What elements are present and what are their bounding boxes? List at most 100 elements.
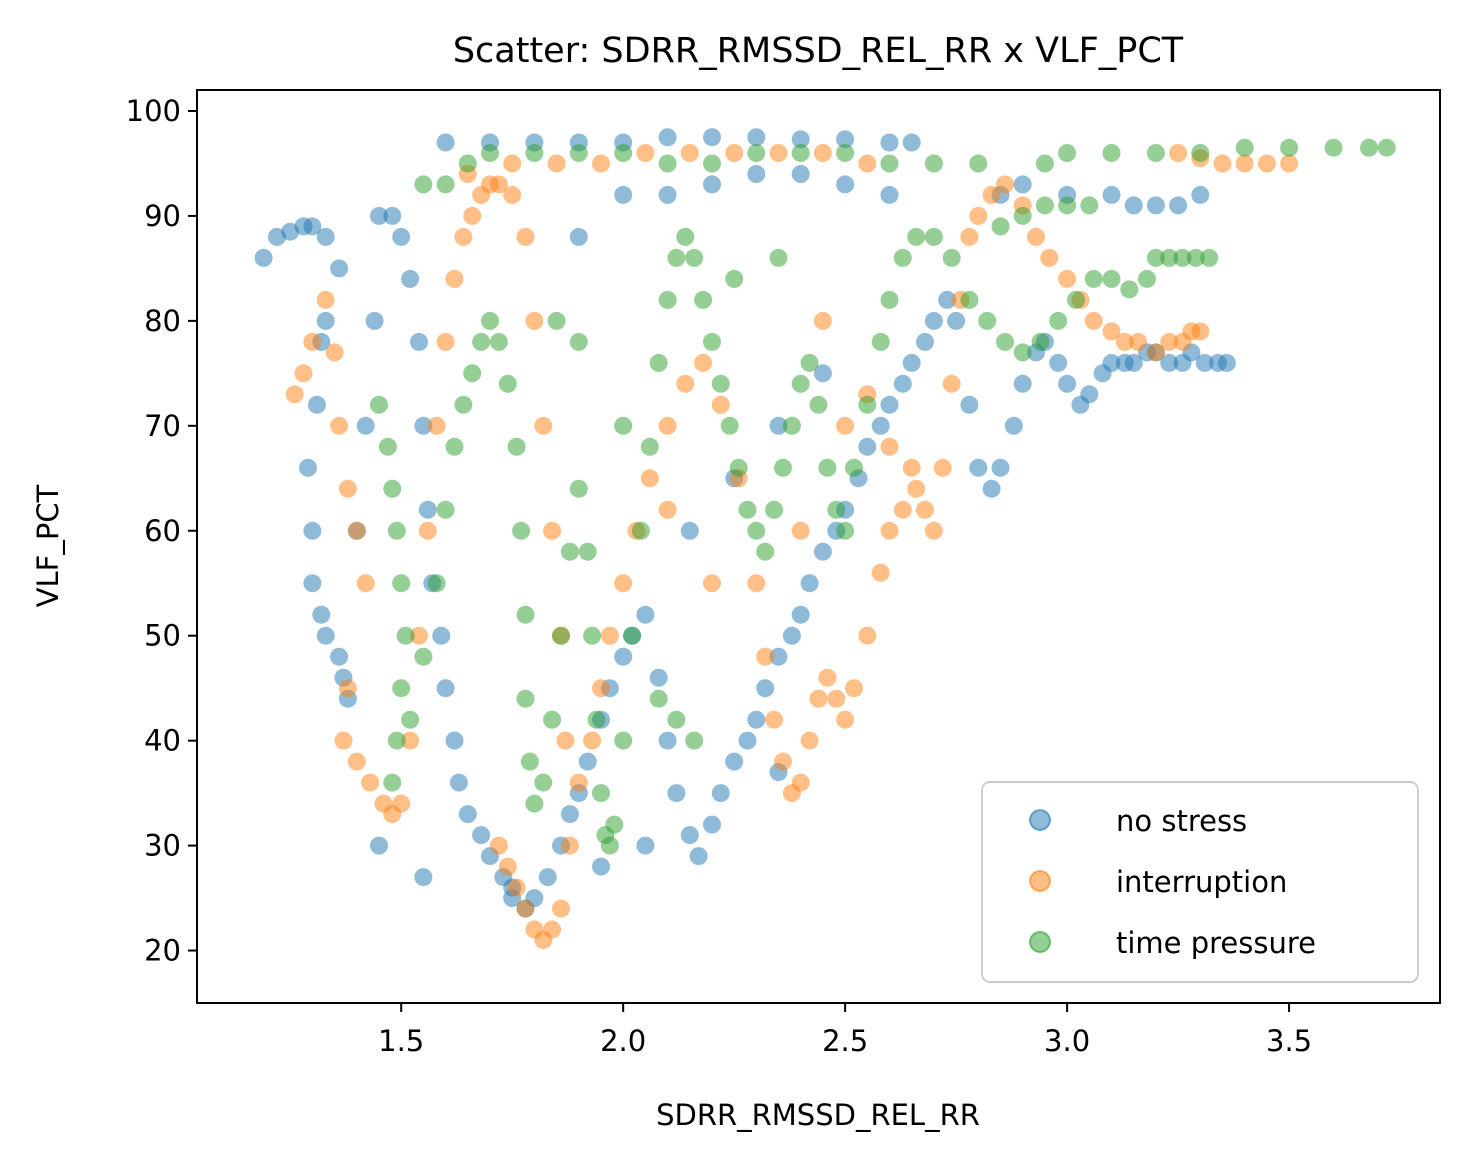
data-point — [472, 826, 491, 845]
data-point — [623, 626, 642, 645]
data-point — [942, 374, 961, 393]
data-point — [414, 416, 433, 435]
data-point — [334, 731, 353, 750]
data-point — [427, 416, 446, 435]
data-point — [370, 836, 388, 855]
data-point — [858, 437, 877, 456]
data-point — [982, 185, 1001, 204]
data-point — [631, 521, 650, 540]
data-point — [858, 154, 877, 173]
data-point — [689, 847, 708, 866]
data-point — [605, 815, 624, 834]
data-point — [569, 479, 588, 498]
data-point — [747, 165, 766, 183]
data-point — [387, 521, 406, 540]
data-point — [516, 227, 535, 246]
data-point — [569, 332, 588, 351]
data-point — [827, 500, 846, 519]
x-axis-label: SDRR_RMSSD_REL_RR — [656, 1098, 980, 1132]
data-point — [938, 290, 957, 309]
data-point — [769, 416, 788, 435]
data-point — [414, 175, 433, 194]
data-point — [747, 521, 766, 540]
data-point — [827, 689, 846, 708]
data-point — [436, 175, 455, 194]
data-point — [418, 500, 437, 519]
data-point — [387, 731, 406, 750]
data-point — [893, 248, 912, 267]
data-point — [1058, 196, 1077, 215]
x-tick-label: 3.0 — [1044, 1024, 1090, 1058]
data-point — [525, 920, 544, 939]
data-point — [338, 479, 357, 498]
data-point — [370, 206, 388, 225]
data-point — [392, 574, 411, 593]
data-point — [578, 752, 597, 771]
data-point — [520, 752, 539, 771]
data-point — [454, 395, 473, 414]
data-point — [858, 626, 877, 645]
data-point — [818, 458, 837, 477]
data-point — [1049, 353, 1068, 372]
data-point — [1377, 138, 1396, 157]
data-point — [525, 794, 544, 813]
data-point — [725, 269, 744, 288]
data-point — [924, 311, 943, 330]
data-point — [1115, 332, 1134, 351]
data-point — [1120, 280, 1139, 299]
data-point — [1013, 175, 1032, 194]
data-point — [916, 500, 934, 519]
legend: no stress interruption time pressure — [981, 781, 1419, 983]
data-point — [463, 364, 482, 383]
data-point — [800, 574, 819, 593]
data-point — [703, 332, 721, 351]
data-point — [1146, 144, 1165, 162]
data-point — [1191, 322, 1210, 341]
data-point — [858, 395, 877, 414]
data-point — [538, 868, 557, 887]
data-point — [516, 899, 535, 918]
data-point — [880, 133, 899, 152]
data-point — [703, 128, 721, 147]
data-point — [1173, 248, 1192, 267]
data-point — [636, 605, 655, 624]
data-point — [1138, 269, 1156, 288]
data-point — [703, 175, 721, 194]
data-point — [543, 521, 562, 540]
data-point — [960, 290, 979, 309]
legend-label: interruption — [1116, 865, 1287, 899]
data-point — [924, 154, 943, 173]
data-point — [947, 311, 966, 330]
data-point — [436, 332, 455, 351]
data-point — [658, 128, 677, 147]
data-point — [396, 626, 415, 645]
data-point — [960, 227, 979, 246]
data-point — [1102, 322, 1121, 341]
data-point — [813, 311, 832, 330]
data-point — [507, 437, 526, 456]
data-point — [991, 458, 1010, 477]
data-point — [569, 144, 588, 162]
data-point — [685, 248, 704, 267]
data-point — [347, 752, 366, 771]
data-point — [1013, 343, 1032, 362]
data-point — [1169, 144, 1188, 162]
data-point — [1084, 269, 1103, 288]
data-point — [592, 154, 610, 173]
data-point — [392, 679, 411, 698]
y-tick-label: 40 — [144, 724, 181, 758]
data-point — [498, 374, 517, 393]
data-point — [1058, 144, 1077, 162]
data-point — [392, 794, 411, 813]
data-point — [978, 311, 997, 330]
data-point — [880, 290, 899, 309]
data-point — [658, 731, 677, 750]
data-point — [445, 731, 464, 750]
data-point — [658, 185, 677, 204]
data-point — [658, 290, 677, 309]
data-point — [365, 311, 384, 330]
data-point — [1058, 269, 1077, 288]
data-point — [836, 175, 855, 194]
x-tick-label: 3.5 — [1266, 1024, 1312, 1058]
